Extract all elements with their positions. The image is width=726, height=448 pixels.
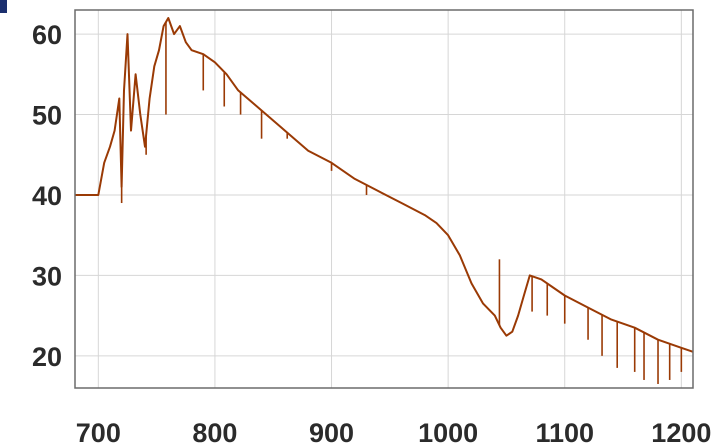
x-tick-label: 800 [192,418,237,448]
y-tick-labels: 20 30 40 50 60 [32,20,62,372]
y-tick-label: 40 [32,181,62,211]
spectrum-line [75,17,694,353]
x-tick-label: 700 [76,418,121,448]
x-tick-label: 1100 [535,418,594,448]
y-tick-label: 20 [32,342,62,372]
y-tick-label: 30 [32,261,62,291]
plot-frame [74,9,694,389]
x-tick-label: 1000 [418,418,478,448]
x-tick-labels: 700 800 900 1000 1100 1200 [76,418,712,448]
series-group [75,17,694,384]
x-tick-label: 1200 [651,418,711,448]
grid [75,10,693,388]
y-tick-label: 50 [32,101,62,131]
corner-mark [0,0,7,13]
x-tick-label: 900 [309,418,354,448]
y-tick-label: 60 [32,20,62,50]
